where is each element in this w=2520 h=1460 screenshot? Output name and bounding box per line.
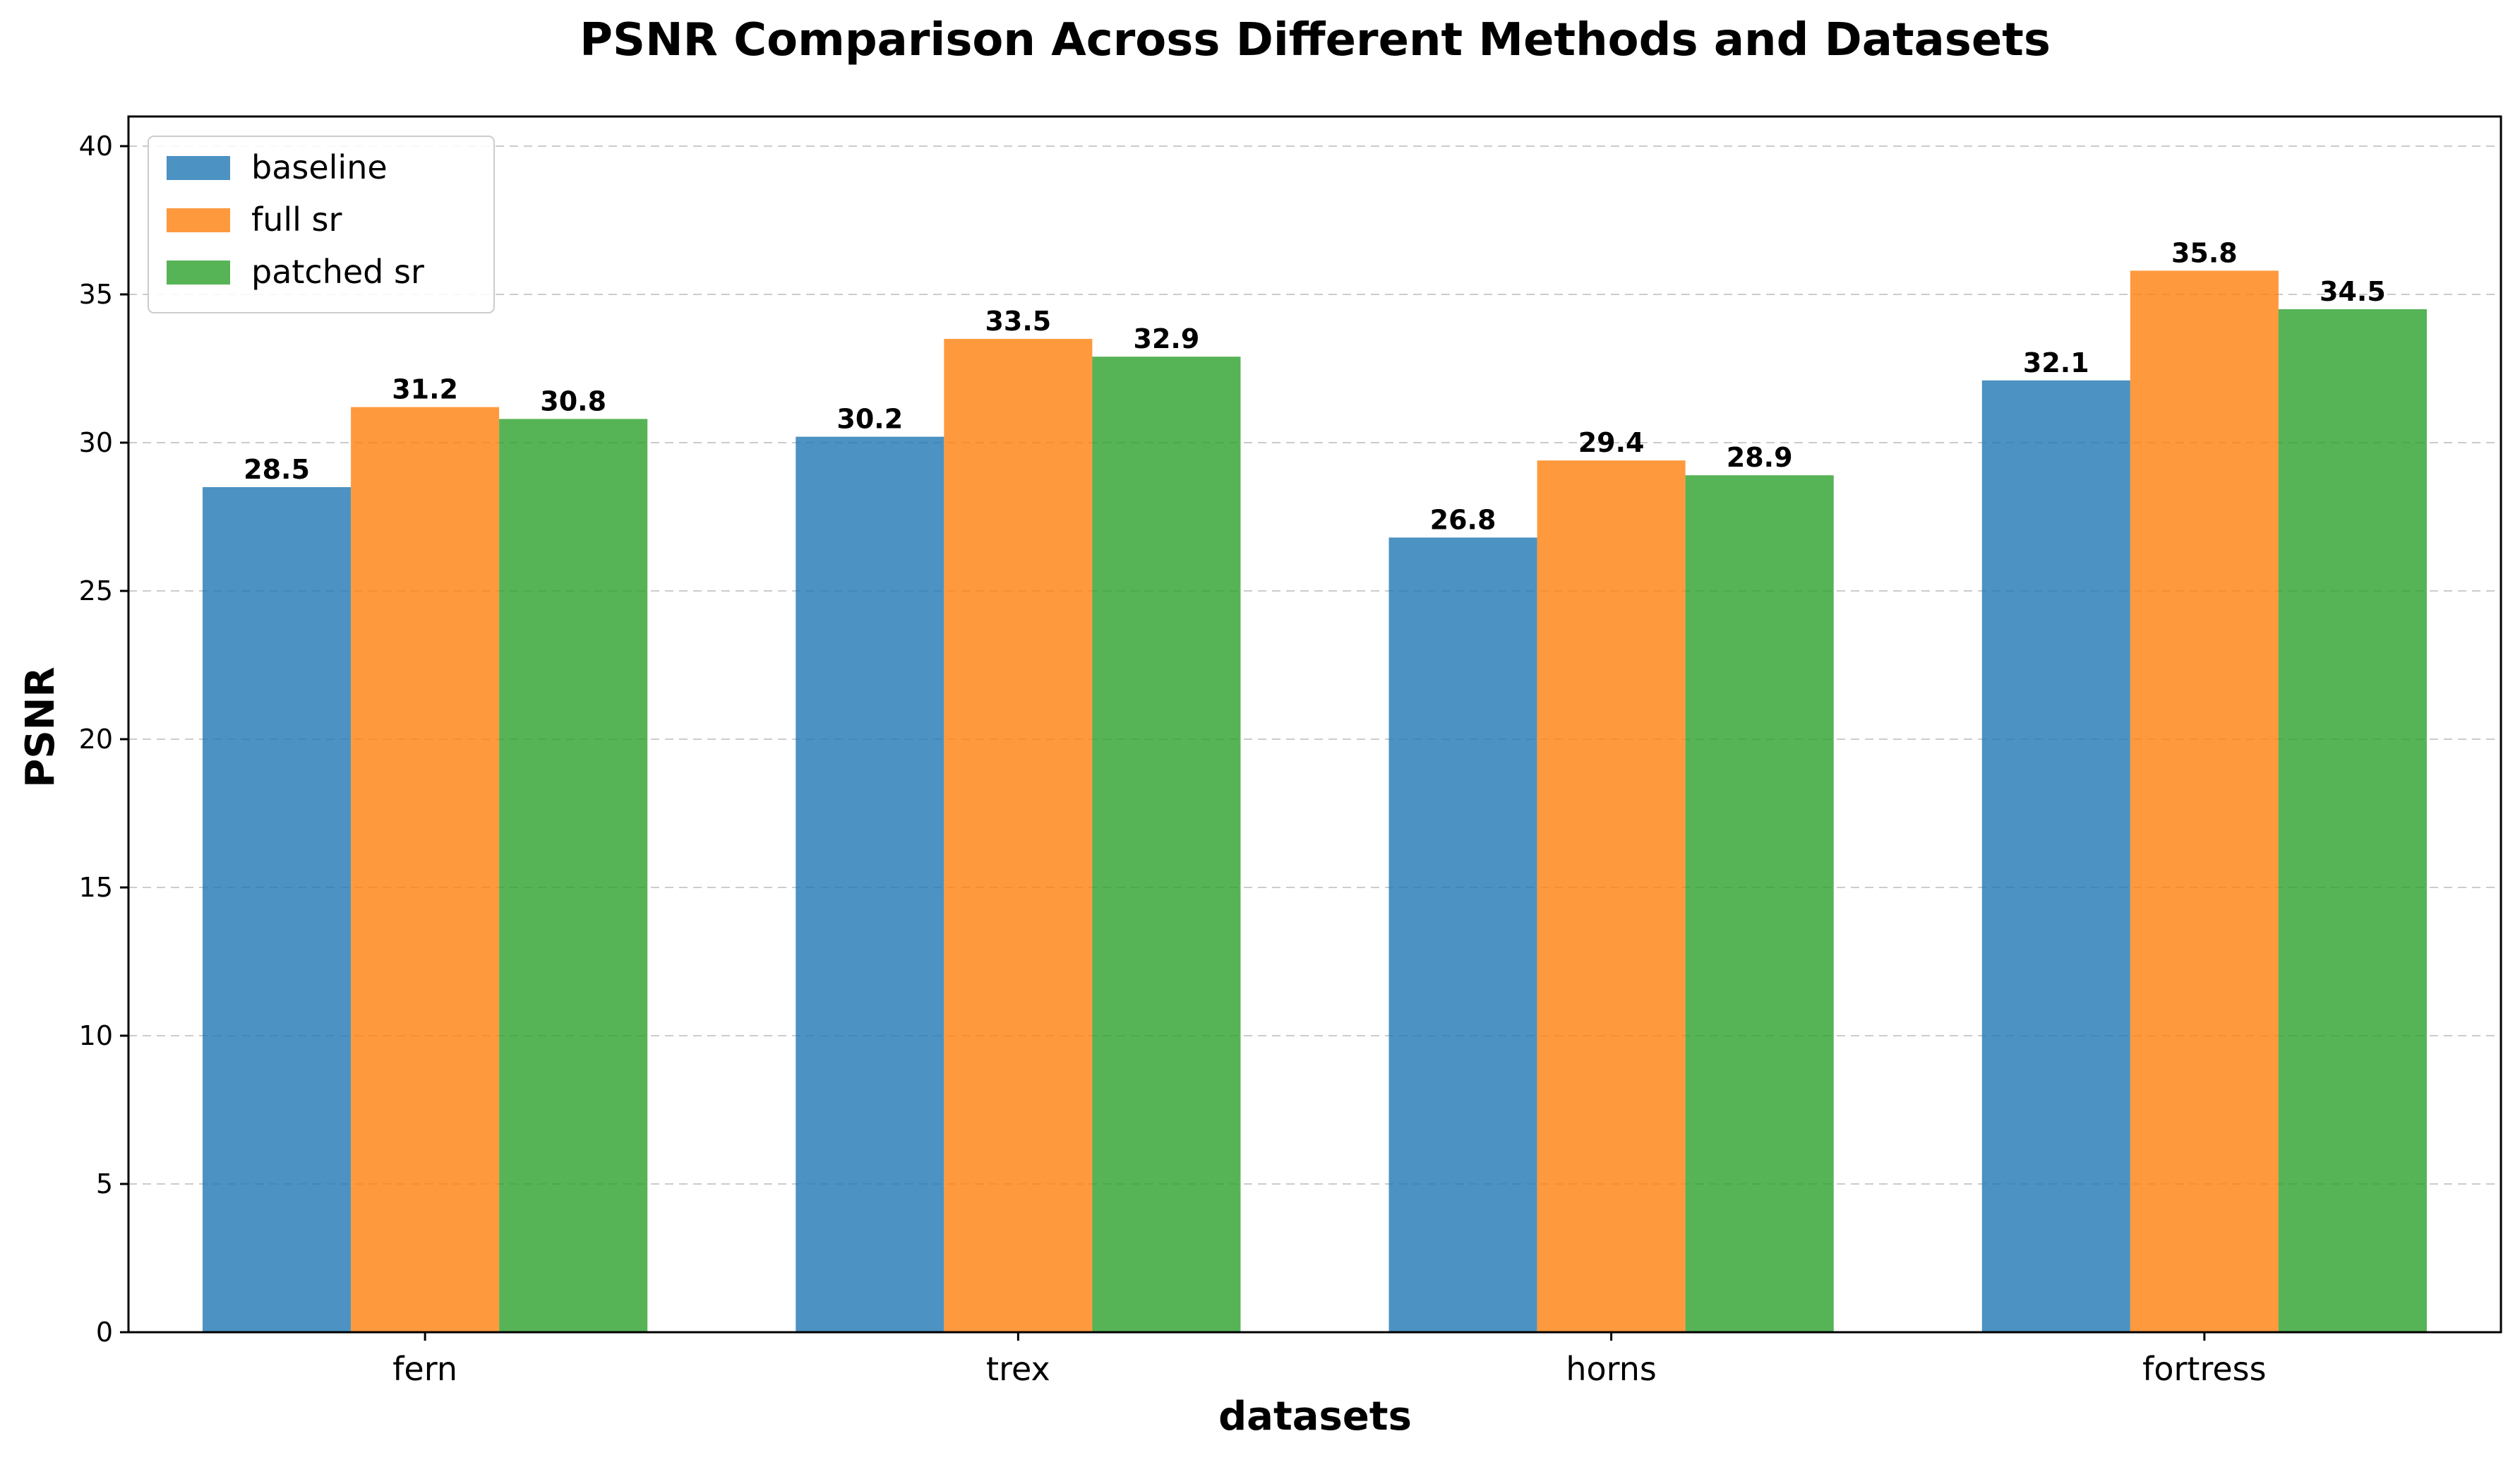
- x-axis-label: datasets: [1218, 1394, 1412, 1440]
- bar-full-sr-fortress: [2130, 270, 2279, 1332]
- data-label: 28.5: [244, 454, 310, 485]
- data-label: 31.2: [392, 374, 458, 405]
- legend: baseline full sr patched sr: [148, 136, 495, 313]
- legend-swatch: [167, 208, 230, 232]
- data-labels: 28.5 31.2 30.8 30.2 33.5 32.9 26.8 29.4 28.9 32.1…: [244, 237, 2386, 535]
- x-tick-label: fern: [392, 1350, 457, 1388]
- legend-swatch: [167, 261, 230, 285]
- bar-full-sr-trex: [944, 339, 1093, 1332]
- bar-full-sr-horns: [1537, 460, 1686, 1333]
- bar-baseline-trex: [796, 436, 944, 1332]
- y-tick-label: 25: [79, 575, 113, 606]
- data-label: 30.2: [836, 404, 903, 435]
- data-label: 29.4: [1578, 427, 1645, 458]
- data-label: 34.5: [2320, 276, 2386, 307]
- data-label: 32.9: [1134, 323, 1200, 354]
- x-tick-label: horns: [1566, 1350, 1657, 1388]
- x-axis: fern trex horns fortress: [392, 1332, 2267, 1388]
- y-tick-label: 0: [96, 1317, 113, 1348]
- y-axis-label: PSNR: [18, 666, 64, 787]
- y-tick-label: 30: [79, 427, 113, 458]
- legend-entry: full sr: [251, 201, 342, 239]
- y-tick-label: 5: [96, 1168, 113, 1199]
- bar-patched-sr-fortress: [2278, 309, 2427, 1332]
- x-tick-label: trex: [986, 1350, 1050, 1388]
- bar-full-sr-fern: [351, 407, 500, 1332]
- bar-baseline-fortress: [1981, 380, 2130, 1332]
- plot-frame: [127, 115, 2502, 1334]
- bar-baseline-horns: [1388, 537, 1537, 1332]
- y-tick-label: 40: [79, 131, 113, 162]
- data-label: 33.5: [985, 306, 1051, 337]
- y-axis: 0 5 10 15 20 25 30 35 40: [79, 131, 128, 1348]
- bar-patched-sr-fern: [499, 419, 648, 1332]
- chart-title: PSNR Comparison Across Different Methods…: [580, 14, 2051, 66]
- legend-swatch: [167, 156, 230, 180]
- data-label: 32.1: [2023, 347, 2089, 378]
- data-label: 26.8: [1430, 504, 1496, 535]
- bar-baseline-fern: [203, 487, 352, 1332]
- data-label: 35.8: [2171, 237, 2238, 268]
- bar-patched-sr-horns: [1685, 475, 1834, 1333]
- y-tick-label: 20: [79, 724, 113, 755]
- bar-patched-sr-trex: [1092, 357, 1241, 1333]
- y-tick-label: 10: [79, 1020, 113, 1051]
- data-label: 28.9: [1727, 442, 1793, 473]
- legend-entry: baseline: [251, 148, 388, 186]
- y-tick-label: 15: [79, 872, 113, 903]
- y-tick-label: 35: [79, 279, 113, 310]
- legend-entry: patched sr: [251, 253, 424, 291]
- bars: [203, 270, 2427, 1333]
- x-tick-label: fortress: [2142, 1350, 2266, 1388]
- legend-box: [148, 136, 495, 313]
- data-label: 30.8: [540, 385, 606, 417]
